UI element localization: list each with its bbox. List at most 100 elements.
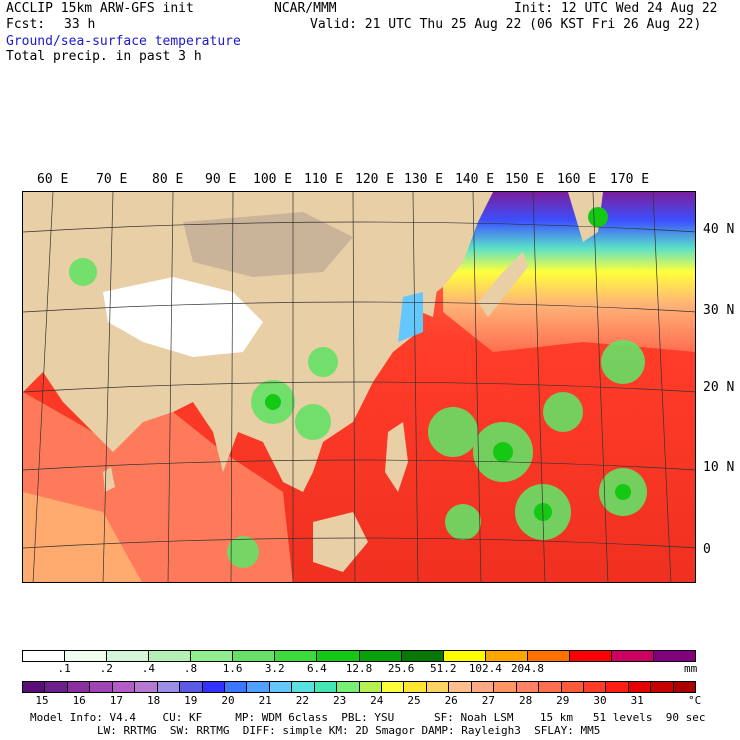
colorbar-swatch [673, 682, 696, 692]
colorbar-label: 16 [72, 694, 86, 707]
colorbar-swatch [45, 682, 68, 692]
colorbar-swatch [317, 651, 360, 661]
colorbar-label: 19 [184, 694, 198, 707]
colorbar-label: 23 [332, 694, 347, 707]
longitude-label: 90 E [205, 172, 237, 187]
colorbar-label: 21 [258, 694, 272, 707]
colorbar-swatch [359, 682, 382, 692]
colorbar-swatch [494, 682, 517, 692]
temperature-colorbar [22, 681, 696, 693]
colorbar-swatch [583, 682, 607, 692]
colorbar-swatch [426, 682, 450, 692]
colorbar-swatch [561, 682, 584, 692]
colorbar-swatch [449, 682, 472, 692]
colorbar-swatch [202, 682, 225, 692]
precip-colorbar [22, 650, 696, 662]
temperature-unit: °C [688, 694, 702, 707]
graticule [23, 192, 695, 582]
colorbar-swatch [224, 682, 248, 692]
colorbar-label: 1.6 [222, 662, 243, 675]
colorbar-swatch [404, 682, 427, 692]
colorbar-swatch [191, 651, 234, 661]
valid-time: Valid: 21 UTC Thu 25 Aug 22 (06 KST Fri … [310, 17, 702, 32]
japan [478, 252, 528, 317]
colorbar-swatch [292, 682, 315, 692]
latitude-label: 10 N [703, 460, 735, 475]
philippines [385, 422, 408, 492]
model-title: ACCLIP 15km ARW-GFS init [6, 1, 194, 16]
colorbar-swatch [135, 682, 158, 692]
borneo [313, 512, 368, 572]
south-indian-ocean [23, 492, 142, 582]
colorbar-swatch [233, 651, 276, 661]
map-canvas [23, 192, 695, 582]
latitude-label: 20 N [703, 380, 735, 395]
colorbar-label: 29 [556, 694, 570, 707]
colorbar-label: 15 [35, 694, 49, 707]
yellow-sea [398, 292, 423, 342]
colorbar-label: 17 [109, 694, 124, 707]
colorbar-label: 3.2 [264, 662, 285, 675]
longitude-label: 130 E [404, 172, 444, 187]
org-label: NCAR/MMM [274, 1, 337, 16]
colorbar-swatch [67, 682, 91, 692]
colorbar-label: 20 [221, 694, 235, 707]
colorbar-label: 31 [630, 694, 644, 707]
longitude-label: 170 E [610, 172, 650, 187]
forecast-hours: 33 h [64, 17, 96, 32]
colorbar-label: 102.4 [468, 662, 502, 675]
colorbar-label: 27 [481, 694, 496, 707]
latitude-label: 40 N [703, 222, 735, 237]
colorbar-swatch [23, 651, 66, 661]
colorbar-label: .4 [141, 662, 155, 675]
heavy-precip-cells [265, 207, 631, 521]
colorbar-swatch [485, 651, 528, 661]
longitude-label: 110 E [304, 172, 344, 187]
longitude-label: 100 E [253, 172, 293, 187]
colorbar-swatch [527, 651, 570, 661]
colorbar-swatch [611, 651, 654, 661]
colorbar-label: 204.8 [510, 662, 545, 675]
init-time: Init: 12 UTC Wed 24 Aug 22 [514, 1, 718, 16]
longitude-label: 60 E [37, 172, 69, 187]
colorbar-swatch [337, 682, 360, 692]
colorbar-swatch [628, 682, 652, 692]
field-title-precip: Total precip. in past 3 h [6, 49, 202, 64]
colorbar-swatch [401, 651, 444, 661]
longitude-label: 160 E [557, 172, 597, 187]
colorbar-swatch [157, 682, 181, 692]
colorbar-swatch [65, 651, 108, 661]
forecast-label: Fcst: [6, 17, 46, 32]
colorbar-label: 25 [407, 694, 421, 707]
colorbar-swatch [112, 682, 136, 692]
latitude-label: 30 N [703, 303, 735, 318]
colorbar-swatch [247, 682, 270, 692]
longitude-label: 80 E [152, 172, 184, 187]
colorbar-swatch [180, 682, 203, 692]
colorbar-swatch [606, 682, 629, 692]
colorbar-swatch [90, 682, 113, 692]
colorbar-swatch [539, 682, 562, 692]
colorbar-label: .2 [99, 662, 113, 675]
longitude-label: 140 E [455, 172, 495, 187]
precip-unit: mm [684, 662, 698, 675]
latitude-label: 0 [703, 542, 711, 557]
colorbar-swatch [653, 651, 695, 661]
korea [421, 272, 438, 317]
asia-landmass [23, 192, 493, 492]
longitude-label: 120 E [355, 172, 395, 187]
colorbar-swatch [516, 682, 540, 692]
colorbar-label: .8 [183, 662, 198, 675]
colorbar-label: 25.6 [387, 662, 415, 675]
colorbar-swatch [569, 651, 612, 661]
longitude-label: 70 E [96, 172, 128, 187]
model-info-line1: Model Info: V4.4 CU: KF MP: WDM 6class P… [30, 711, 706, 724]
colorbar-swatch [314, 682, 338, 692]
colorbar-label: 24 [370, 694, 384, 707]
north-pacific [443, 192, 695, 352]
colorbar-label: 51.2 [430, 662, 457, 675]
gobi-desert [183, 212, 353, 277]
colorbar-label: 6.4 [306, 662, 327, 675]
colorbar-swatch [382, 682, 405, 692]
colorbar-swatch [269, 682, 293, 692]
